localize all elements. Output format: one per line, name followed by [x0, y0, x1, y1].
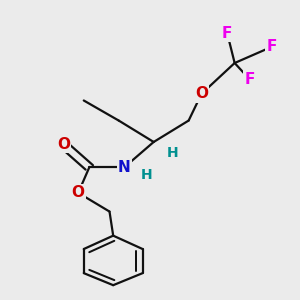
Text: N: N	[118, 160, 130, 175]
Text: O: O	[72, 185, 85, 200]
Text: F: F	[222, 26, 232, 41]
Text: H: H	[140, 168, 152, 182]
Text: O: O	[195, 86, 208, 101]
Text: H: H	[166, 146, 178, 160]
Text: F: F	[266, 39, 277, 54]
Text: F: F	[244, 72, 255, 87]
Text: O: O	[57, 137, 70, 152]
